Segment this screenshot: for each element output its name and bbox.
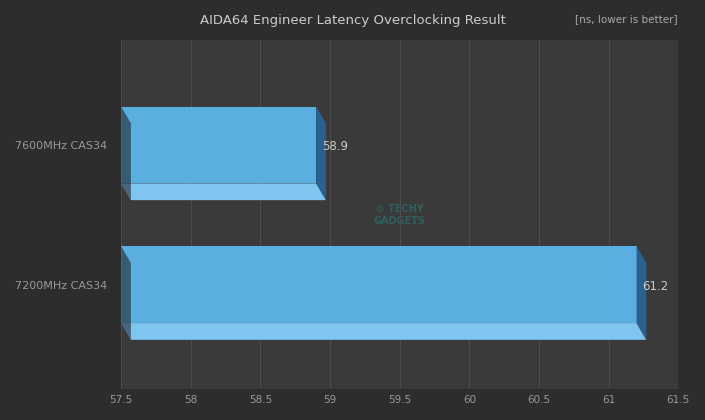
Polygon shape — [637, 246, 646, 340]
Text: [ns, lower is better]: [ns, lower is better] — [575, 14, 678, 24]
Text: AIDA64 Engineer Latency Overclocking Result [ns, lower is better]: AIDA64 Engineer Latency Overclocking Res… — [132, 16, 573, 29]
Title: AIDA64 Engineer Latency Overclocking Result: AIDA64 Engineer Latency Overclocking Res… — [0, 419, 1, 420]
Polygon shape — [121, 323, 646, 340]
Text: 58.9: 58.9 — [321, 140, 348, 153]
Bar — [121, 107, 316, 184]
Text: AIDA64 Engineer Latency Overclocking Result: AIDA64 Engineer Latency Overclocking Res… — [200, 14, 505, 27]
Polygon shape — [121, 184, 326, 200]
Text: 61.2: 61.2 — [642, 280, 668, 293]
Polygon shape — [121, 246, 131, 340]
Polygon shape — [121, 107, 131, 200]
Bar — [121, 246, 637, 323]
Text: ⚙ TECHY
GADGETS: ⚙ TECHY GADGETS — [374, 204, 426, 226]
Polygon shape — [316, 107, 326, 200]
